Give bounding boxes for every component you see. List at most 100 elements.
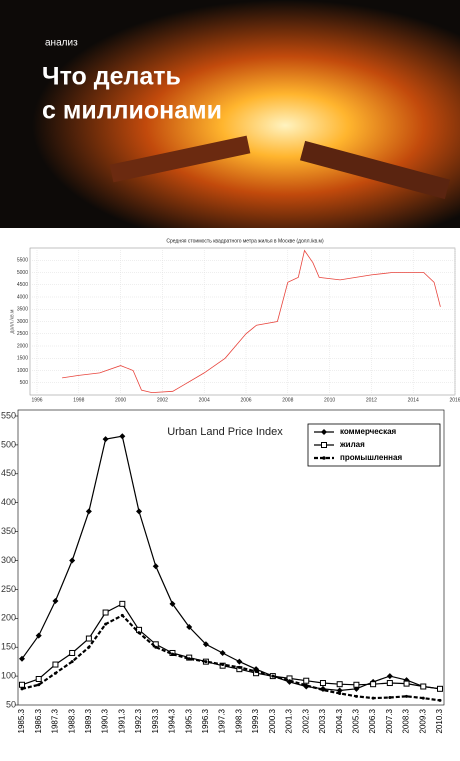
- x-tick-label: 1998.3: [234, 708, 243, 733]
- legend-label: коммерческая: [340, 427, 397, 436]
- x-tick-label: 1989.3: [84, 708, 93, 733]
- x-tick-label: 2012: [366, 397, 377, 403]
- marker: [405, 694, 409, 698]
- y-tick-label: 4000: [17, 294, 28, 300]
- marker: [87, 645, 91, 649]
- marker: [353, 681, 360, 688]
- marker: [69, 649, 76, 656]
- x-tick-label: 2002.3: [301, 708, 310, 733]
- y-tick-label: 3000: [17, 319, 28, 325]
- x-tick-label: 1988.3: [67, 708, 76, 733]
- marker: [85, 635, 92, 642]
- chart-panel: [0, 228, 460, 410]
- marker: [104, 622, 108, 626]
- marker: [186, 623, 193, 630]
- x-tick-label: 1999.3: [251, 708, 260, 733]
- marker: [437, 685, 443, 692]
- y-axis-label: долл./кв.м: [9, 309, 15, 333]
- marker: [370, 681, 377, 688]
- x-tick-label: 1985.3: [17, 708, 26, 733]
- marker: [271, 674, 275, 678]
- marker: [219, 649, 226, 656]
- x-tick-label: 2000.3: [268, 708, 277, 733]
- x-tick-label: 2003.3: [318, 708, 327, 733]
- marker: [319, 680, 326, 687]
- legend-marker: [321, 442, 327, 448]
- x-tick-label: 1986.3: [34, 708, 43, 733]
- plot-frame: [17, 409, 445, 706]
- marker: [221, 663, 225, 667]
- marker: [288, 679, 292, 683]
- marker: [338, 691, 342, 695]
- marker: [254, 669, 258, 673]
- marker: [386, 673, 393, 680]
- y-tick-label: 500: [1, 439, 16, 449]
- y-tick-label: 5500: [17, 258, 28, 264]
- y-tick-label: 4500: [17, 282, 28, 288]
- y-tick-label: 350: [1, 526, 16, 536]
- x-tick-label: 2010.3: [435, 708, 444, 733]
- log: [109, 135, 251, 183]
- marker: [321, 688, 325, 692]
- x-tick-label: 2010: [324, 397, 335, 403]
- x-tick-label: 2016: [449, 397, 460, 403]
- x-tick-label: 2004.3: [335, 708, 344, 733]
- marker: [137, 631, 141, 635]
- marker: [336, 681, 343, 688]
- marker: [119, 433, 126, 440]
- x-tick-label: 2008.3: [402, 708, 411, 733]
- y-tick-label: 150: [1, 642, 16, 652]
- marker: [120, 613, 124, 617]
- marker: [70, 660, 74, 664]
- chart-title: Средняя стоимость квадратного метра жиль…: [166, 238, 324, 244]
- marker: [304, 683, 308, 687]
- y-tick-label: 5000: [17, 270, 28, 276]
- x-tick-label: 2014: [408, 397, 419, 403]
- x-tick-label: 1997.3: [218, 708, 227, 733]
- chart-title: Urban Land Price Index: [167, 426, 283, 438]
- headline: с миллионами: [42, 97, 222, 125]
- legend-marker: [322, 456, 326, 460]
- marker: [69, 557, 76, 564]
- y-tick-label: 3500: [17, 307, 28, 313]
- marker: [403, 680, 410, 687]
- marker: [136, 508, 143, 515]
- marker: [102, 436, 109, 443]
- kicker: анализ: [45, 38, 78, 49]
- marker: [85, 508, 92, 515]
- y-tick-label: 450: [1, 468, 16, 478]
- marker: [354, 694, 358, 698]
- x-tick-label: 2009.3: [418, 708, 427, 733]
- marker: [303, 677, 310, 684]
- marker: [170, 652, 174, 656]
- legend-label: промышленная: [340, 453, 402, 462]
- x-tick-label: 2000: [115, 397, 126, 403]
- y-tick-label: 200: [1, 613, 16, 623]
- y-tick-label: 250: [1, 584, 16, 594]
- x-tick-label: 2002: [157, 397, 168, 403]
- x-tick-label: 2005.3: [352, 708, 361, 733]
- marker: [202, 641, 209, 648]
- marker: [35, 675, 42, 682]
- marker: [421, 696, 425, 700]
- chart-panel: [0, 410, 460, 756]
- marker: [388, 695, 392, 699]
- header-image: [0, 0, 460, 228]
- marker: [52, 597, 59, 604]
- series-line: [21, 614, 441, 702]
- x-tick-label: 1990.3: [101, 708, 110, 733]
- marker: [152, 563, 159, 570]
- x-tick-label: 1996: [31, 397, 42, 403]
- marker: [204, 660, 208, 664]
- x-tick-label: 2006.3: [368, 708, 377, 733]
- y-tick-label: 2000: [17, 343, 28, 349]
- x-tick-label: 2008: [282, 397, 293, 403]
- x-tick-label: 1991.3: [117, 708, 126, 733]
- x-tick-label: 2001.3: [285, 708, 294, 733]
- marker: [154, 645, 158, 649]
- legend-marker: [321, 429, 327, 435]
- y-tick-label: 1000: [17, 368, 28, 374]
- x-tick-label: 1993.3: [151, 708, 160, 733]
- marker: [119, 600, 126, 607]
